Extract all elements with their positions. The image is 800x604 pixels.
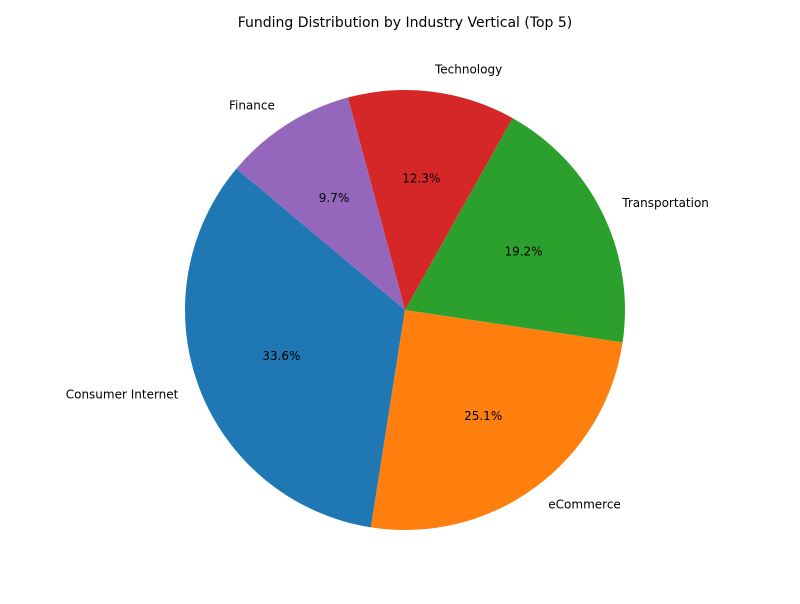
slice-pct-transportation: 19.2% bbox=[504, 244, 542, 258]
slice-label-ecommerce: eCommerce bbox=[548, 498, 621, 512]
pie-slice-ecommerce bbox=[370, 310, 623, 531]
slice-label-finance: Finance bbox=[229, 98, 275, 112]
slice-labels: Consumer Internet eCommerce Transportation… bbox=[66, 62, 709, 511]
pie-slice-transportation bbox=[405, 118, 625, 343]
slice-label-consumer-internet: Consumer Internet bbox=[66, 387, 179, 401]
pie-slice-consumer-internet bbox=[185, 168, 405, 528]
pie-slices bbox=[185, 90, 625, 531]
slice-label-transportation: Transportation bbox=[621, 196, 709, 210]
slice-percentages: 33.6% 25.1% 19.2% 12.3% 9.7% bbox=[262, 172, 542, 423]
pie-slice-technology bbox=[347, 90, 513, 310]
pie-slice-finance bbox=[236, 97, 405, 310]
slice-pct-consumer-internet: 33.6% bbox=[262, 349, 300, 363]
slice-pct-finance: 9.7% bbox=[319, 191, 350, 205]
slice-pct-ecommerce: 25.1% bbox=[464, 409, 502, 423]
chart-title: Funding Distribution by Industry Vertica… bbox=[238, 15, 573, 31]
slice-pct-technology: 12.3% bbox=[402, 172, 440, 186]
slice-label-technology: Technology bbox=[434, 62, 502, 76]
